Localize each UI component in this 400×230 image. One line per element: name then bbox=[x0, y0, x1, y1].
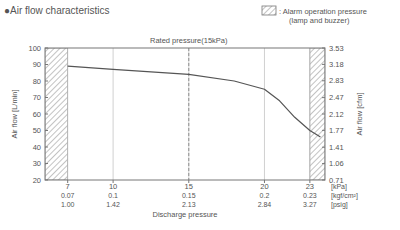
y-axis-label: Air flow [L/min] bbox=[10, 89, 19, 138]
y2-tick-label: 2.47 bbox=[329, 93, 344, 102]
plot-area bbox=[45, 48, 325, 180]
y-tick-label: 40 bbox=[33, 143, 41, 152]
y-tick-label: 80 bbox=[33, 77, 41, 86]
y-tick bbox=[45, 97, 48, 98]
x-grid-line bbox=[188, 48, 189, 180]
y-tick bbox=[45, 81, 48, 82]
y2-tick-label: 3.18 bbox=[329, 60, 344, 69]
x-tertiary-label: 2.84 bbox=[258, 201, 272, 208]
x-secondary-label: 0.15 bbox=[182, 192, 196, 199]
x-grid-line bbox=[309, 48, 310, 180]
rated-pressure-label: Rated pressure(15kPa) bbox=[150, 36, 228, 45]
y-tick bbox=[45, 64, 48, 65]
alarm-legend-label: : Alarm operation pressure bbox=[279, 7, 367, 16]
x-secondary-label: 0.2 bbox=[260, 192, 270, 199]
y-tick bbox=[45, 147, 48, 148]
x-axis-label: Discharge pressure bbox=[152, 210, 217, 219]
x-tick-label: 23 bbox=[306, 182, 314, 191]
y2-tick bbox=[322, 180, 325, 181]
x-tick-label: 7 bbox=[66, 182, 70, 191]
x-secondary-label: 0.07 bbox=[61, 192, 75, 199]
y-tick-label: 70 bbox=[33, 93, 41, 102]
x-tertiary-label: 1.00 bbox=[61, 201, 75, 208]
y-tick bbox=[45, 130, 48, 131]
x-tick-label: 20 bbox=[260, 182, 268, 191]
y2-tick bbox=[322, 163, 325, 164]
y2-tick bbox=[322, 97, 325, 98]
x-tick-label: 10 bbox=[109, 182, 117, 191]
y-tick bbox=[45, 114, 48, 115]
x-tertiary-units: [psig] bbox=[331, 201, 348, 209]
x-secondary-label: 0.23 bbox=[303, 192, 317, 199]
y2-tick-label: 1.06 bbox=[329, 159, 344, 168]
y2-tick-label: 3.53 bbox=[329, 44, 344, 53]
y2-tick bbox=[322, 114, 325, 115]
y-tick-label: 100 bbox=[28, 44, 41, 53]
alarm-region bbox=[45, 48, 68, 180]
x-grid-line bbox=[264, 48, 265, 180]
y2-tick-label: 1.77 bbox=[329, 126, 344, 135]
x-grid-line bbox=[67, 48, 68, 180]
y2-axis-label: Air flow [cfm] bbox=[355, 93, 364, 136]
plot-frame bbox=[45, 48, 325, 180]
y2-tick bbox=[322, 48, 325, 49]
x-secondary-units: [kgf/cm²] bbox=[331, 192, 358, 200]
y-tick-label: 20 bbox=[33, 176, 41, 185]
title: ●Air flow characteristics bbox=[4, 5, 110, 16]
x-tick-label: 15 bbox=[185, 182, 193, 191]
air-flow-curve bbox=[68, 66, 321, 137]
y2-tick-label: 2.12 bbox=[329, 110, 344, 119]
y-tick bbox=[45, 163, 48, 164]
y2-tick bbox=[322, 80, 325, 81]
x-secondary-label: 0.1 bbox=[108, 192, 118, 199]
x-tertiary-label: 3.27 bbox=[303, 201, 317, 208]
y2-tick bbox=[322, 130, 325, 131]
alarm-legend-swatch bbox=[262, 6, 276, 15]
x-units: [kPa] bbox=[331, 183, 347, 191]
y2-tick-label: 2.83 bbox=[329, 76, 344, 85]
x-tertiary-label: 2.13 bbox=[182, 201, 196, 208]
y-tick-label: 30 bbox=[33, 159, 41, 168]
x-tertiary-label: 1.42 bbox=[106, 201, 120, 208]
y-tick bbox=[45, 180, 48, 181]
rated-pressure-line bbox=[188, 48, 189, 180]
alarm-legend-sublabel: (lamp and buzzer) bbox=[289, 16, 350, 25]
alarm-region bbox=[310, 48, 325, 180]
x-grid-line bbox=[113, 48, 114, 180]
y-tick-label: 50 bbox=[33, 126, 41, 135]
y-tick-label: 60 bbox=[33, 110, 41, 119]
y-tick-label: 90 bbox=[33, 60, 41, 69]
y-tick bbox=[45, 48, 48, 49]
y2-tick-label: 1.41 bbox=[329, 143, 344, 152]
y2-tick bbox=[322, 147, 325, 148]
chart: ●Air flow characteristics : Alarm operati… bbox=[0, 0, 400, 230]
y2-tick bbox=[322, 64, 325, 65]
